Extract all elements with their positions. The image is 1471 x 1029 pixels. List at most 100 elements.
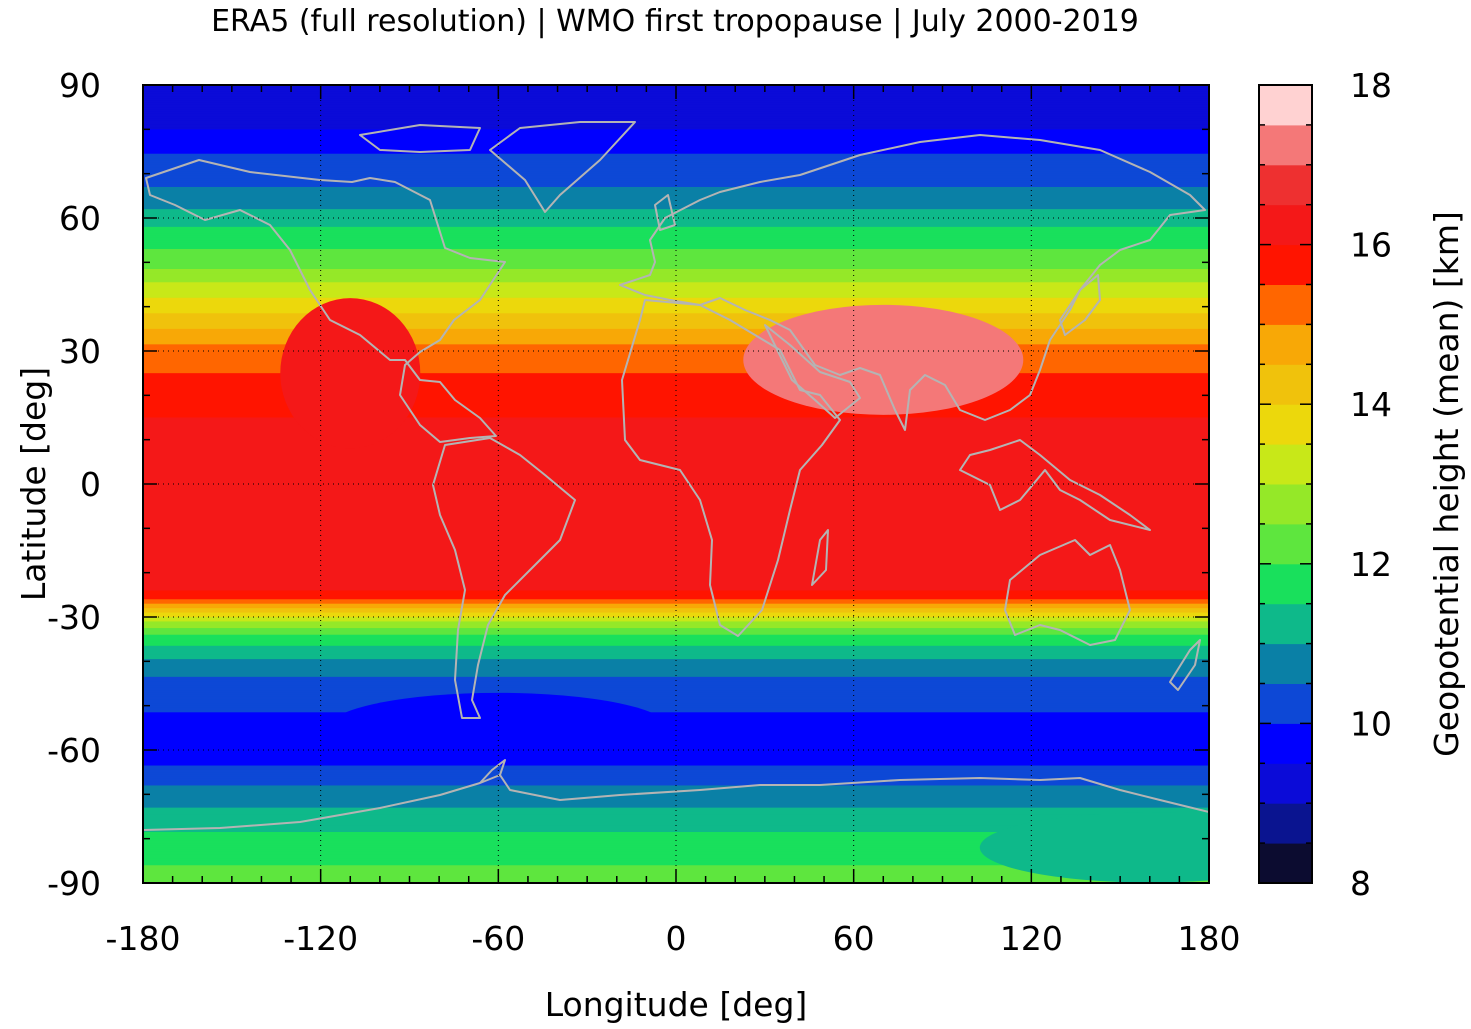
height-band <box>143 237 1209 241</box>
height-band <box>143 253 1209 257</box>
height-band <box>143 433 1209 436</box>
colorbar-swatch <box>1259 523 1312 565</box>
height-band <box>143 612 1209 616</box>
height-band <box>143 628 1209 631</box>
height-band <box>143 171 1209 175</box>
height-band <box>143 135 1209 139</box>
height-band <box>143 674 1209 678</box>
height-band <box>143 847 1209 851</box>
height-band <box>143 636 1209 640</box>
height-band <box>143 260 1209 263</box>
height-band <box>143 226 1209 230</box>
height-band <box>143 692 1209 696</box>
x-tick-label: -60 <box>471 919 525 958</box>
colorbar-tick-label: 16 <box>1350 226 1392 265</box>
height-band <box>143 373 1209 376</box>
height-band <box>143 676 1209 680</box>
height-band <box>143 663 1209 667</box>
height-band <box>143 630 1209 634</box>
height-band <box>143 333 1209 337</box>
x-tick-label: 180 <box>1178 919 1241 958</box>
height-anomaly <box>280 298 421 449</box>
coastline-antarctica <box>143 774 1209 831</box>
coastline-maritime-continent <box>959 439 1151 531</box>
height-band <box>143 656 1209 660</box>
height-band <box>143 317 1209 321</box>
height-band <box>143 191 1209 195</box>
height-band <box>143 745 1209 749</box>
height-band <box>143 825 1209 829</box>
height-band <box>143 244 1209 248</box>
coastline-canadian-islands <box>359 124 481 153</box>
height-band <box>143 273 1209 277</box>
height-band <box>143 865 1209 869</box>
height-band <box>143 131 1209 135</box>
height-band <box>143 455 1209 458</box>
height-band <box>143 792 1209 795</box>
height-band <box>143 486 1209 490</box>
height-band <box>143 242 1209 246</box>
height-band <box>143 142 1209 146</box>
height-band <box>143 823 1209 826</box>
height-band <box>143 158 1209 161</box>
height-band <box>143 477 1209 481</box>
height-band <box>143 386 1209 390</box>
height-band <box>143 435 1209 439</box>
height-band <box>143 331 1209 334</box>
height-band <box>143 257 1209 261</box>
height-band <box>143 506 1209 509</box>
height-band <box>143 805 1209 809</box>
height-band <box>143 832 1209 835</box>
height-band <box>143 215 1209 219</box>
height-band <box>143 266 1209 270</box>
height-band <box>143 601 1209 605</box>
height-band <box>143 488 1209 492</box>
height-band <box>143 796 1209 800</box>
height-band <box>143 375 1209 379</box>
height-band <box>143 379 1209 383</box>
height-band <box>143 399 1209 403</box>
height-band <box>143 495 1209 498</box>
height-band <box>143 652 1209 656</box>
height-band <box>143 707 1209 711</box>
y-tick-label: -60 <box>47 731 101 770</box>
height-band <box>143 459 1209 463</box>
height-band <box>143 421 1209 425</box>
height-band <box>143 585 1209 589</box>
height-band <box>143 362 1209 365</box>
y-tick-label: -30 <box>47 598 101 637</box>
height-band <box>143 807 1209 811</box>
y-tick-label: 60 <box>59 199 101 238</box>
colorbar-swatch <box>1259 284 1312 325</box>
height-band <box>143 275 1209 279</box>
height-band <box>143 800 1209 804</box>
height-band <box>143 863 1209 866</box>
height-band <box>143 730 1209 733</box>
height-band <box>143 761 1209 764</box>
height-band <box>143 727 1209 731</box>
height-band <box>143 705 1209 709</box>
height-band <box>143 326 1209 330</box>
colorbar-swatch <box>1259 683 1312 724</box>
height-band <box>143 501 1209 505</box>
height-band <box>143 512 1209 516</box>
height-band <box>143 867 1209 871</box>
colorbar-tick-label: 8 <box>1350 864 1371 903</box>
height-band <box>143 574 1209 578</box>
height-band <box>143 441 1209 445</box>
height-band <box>143 650 1209 654</box>
height-band <box>143 548 1209 552</box>
height-band <box>143 634 1209 638</box>
height-band <box>143 526 1209 529</box>
height-band <box>143 315 1209 319</box>
height-band <box>143 597 1209 600</box>
y-tick-label: 0 <box>80 465 101 504</box>
height-band <box>143 641 1209 645</box>
height-band <box>143 747 1209 751</box>
height-band <box>143 594 1209 598</box>
height-band <box>143 251 1209 255</box>
height-band <box>143 710 1209 713</box>
height-band <box>143 517 1209 521</box>
height-band <box>143 772 1209 775</box>
height-band <box>143 670 1209 674</box>
